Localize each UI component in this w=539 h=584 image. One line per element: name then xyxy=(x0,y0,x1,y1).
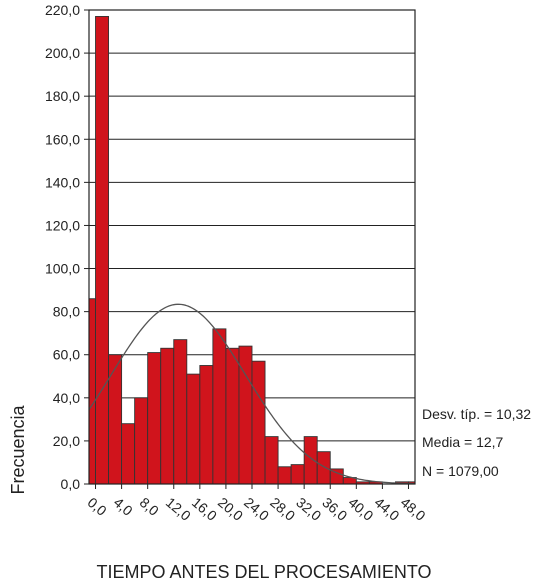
y-tick-label-9: 180,0 xyxy=(45,88,80,104)
x-tick-label-10: 40,0 xyxy=(345,494,376,524)
stat-sd: Desv. típ. = 10,32 xyxy=(422,406,531,422)
bar-11 xyxy=(225,347,240,485)
x-axis-ticks: 0,0 4,0 8,0 12,016,020,024,028,032,036,040,… xyxy=(85,484,429,524)
bar-6 xyxy=(160,347,175,485)
y-tick-label-0: 0,0 xyxy=(61,476,81,492)
y-tick-label-8: 160,0 xyxy=(45,131,80,147)
y-tick-label-5: 100,0 xyxy=(45,261,80,277)
y-axis-title: Frecuencia xyxy=(8,404,28,494)
bar-0 xyxy=(88,298,96,485)
stat-mean: Media = 12,7 xyxy=(422,434,504,450)
bar-7 xyxy=(173,339,188,485)
x-tick-label-2: 8,0 xyxy=(137,494,162,519)
x-tick-label-6: 24,0 xyxy=(241,494,272,524)
y-tick-label-3: 60,0 xyxy=(53,347,80,363)
x-tick-label-11: 44,0 xyxy=(371,494,402,524)
bar-17 xyxy=(303,436,318,485)
histogram-bars xyxy=(88,16,416,485)
y-tick-label-10: 200,0 xyxy=(45,45,80,61)
x-tick-label-1: 4,0 xyxy=(111,494,136,519)
y-tick-label-1: 20,0 xyxy=(53,433,80,449)
bar-13 xyxy=(251,360,266,485)
x-tick-label-8: 32,0 xyxy=(293,494,324,524)
x-tick-label-5: 20,0 xyxy=(215,494,246,524)
bar-10 xyxy=(212,328,227,485)
bar-9 xyxy=(199,365,214,485)
y-axis-ticks: 0,0 20,0 40,0 60,0 80,0 100,0 120,0 140,0 160,0 1… xyxy=(45,2,89,492)
bar-5 xyxy=(147,352,162,485)
bar-2 xyxy=(108,354,123,485)
bar-14 xyxy=(264,436,279,485)
y-tick-label-2: 40,0 xyxy=(53,390,80,406)
stat-n: N = 1079,00 xyxy=(422,463,499,479)
bar-3 xyxy=(121,423,136,485)
bar-16 xyxy=(290,464,305,485)
x-tick-label-9: 36,0 xyxy=(319,494,350,524)
bar-1 xyxy=(95,16,110,485)
y-tick-label-4: 80,0 xyxy=(53,304,80,320)
y-tick-label-11: 220,0 xyxy=(45,2,80,18)
x-tick-label-7: 28,0 xyxy=(267,494,298,524)
x-tick-label-4: 16,0 xyxy=(189,494,220,524)
x-tick-label-12: 48,0 xyxy=(398,494,429,524)
bar-4 xyxy=(134,397,149,485)
x-tick-label-3: 12,0 xyxy=(163,494,194,524)
bar-18 xyxy=(316,451,331,485)
y-tick-label-6: 120,0 xyxy=(45,217,80,233)
bar-8 xyxy=(186,373,201,485)
y-tick-label-7: 140,0 xyxy=(45,174,80,190)
x-axis-title: TIEMPO ANTES DEL PROCESAMIENTO xyxy=(96,562,431,582)
bar-15 xyxy=(277,466,292,485)
x-tick-label-0: 0,0 xyxy=(85,494,110,519)
normal-curve xyxy=(88,303,416,485)
